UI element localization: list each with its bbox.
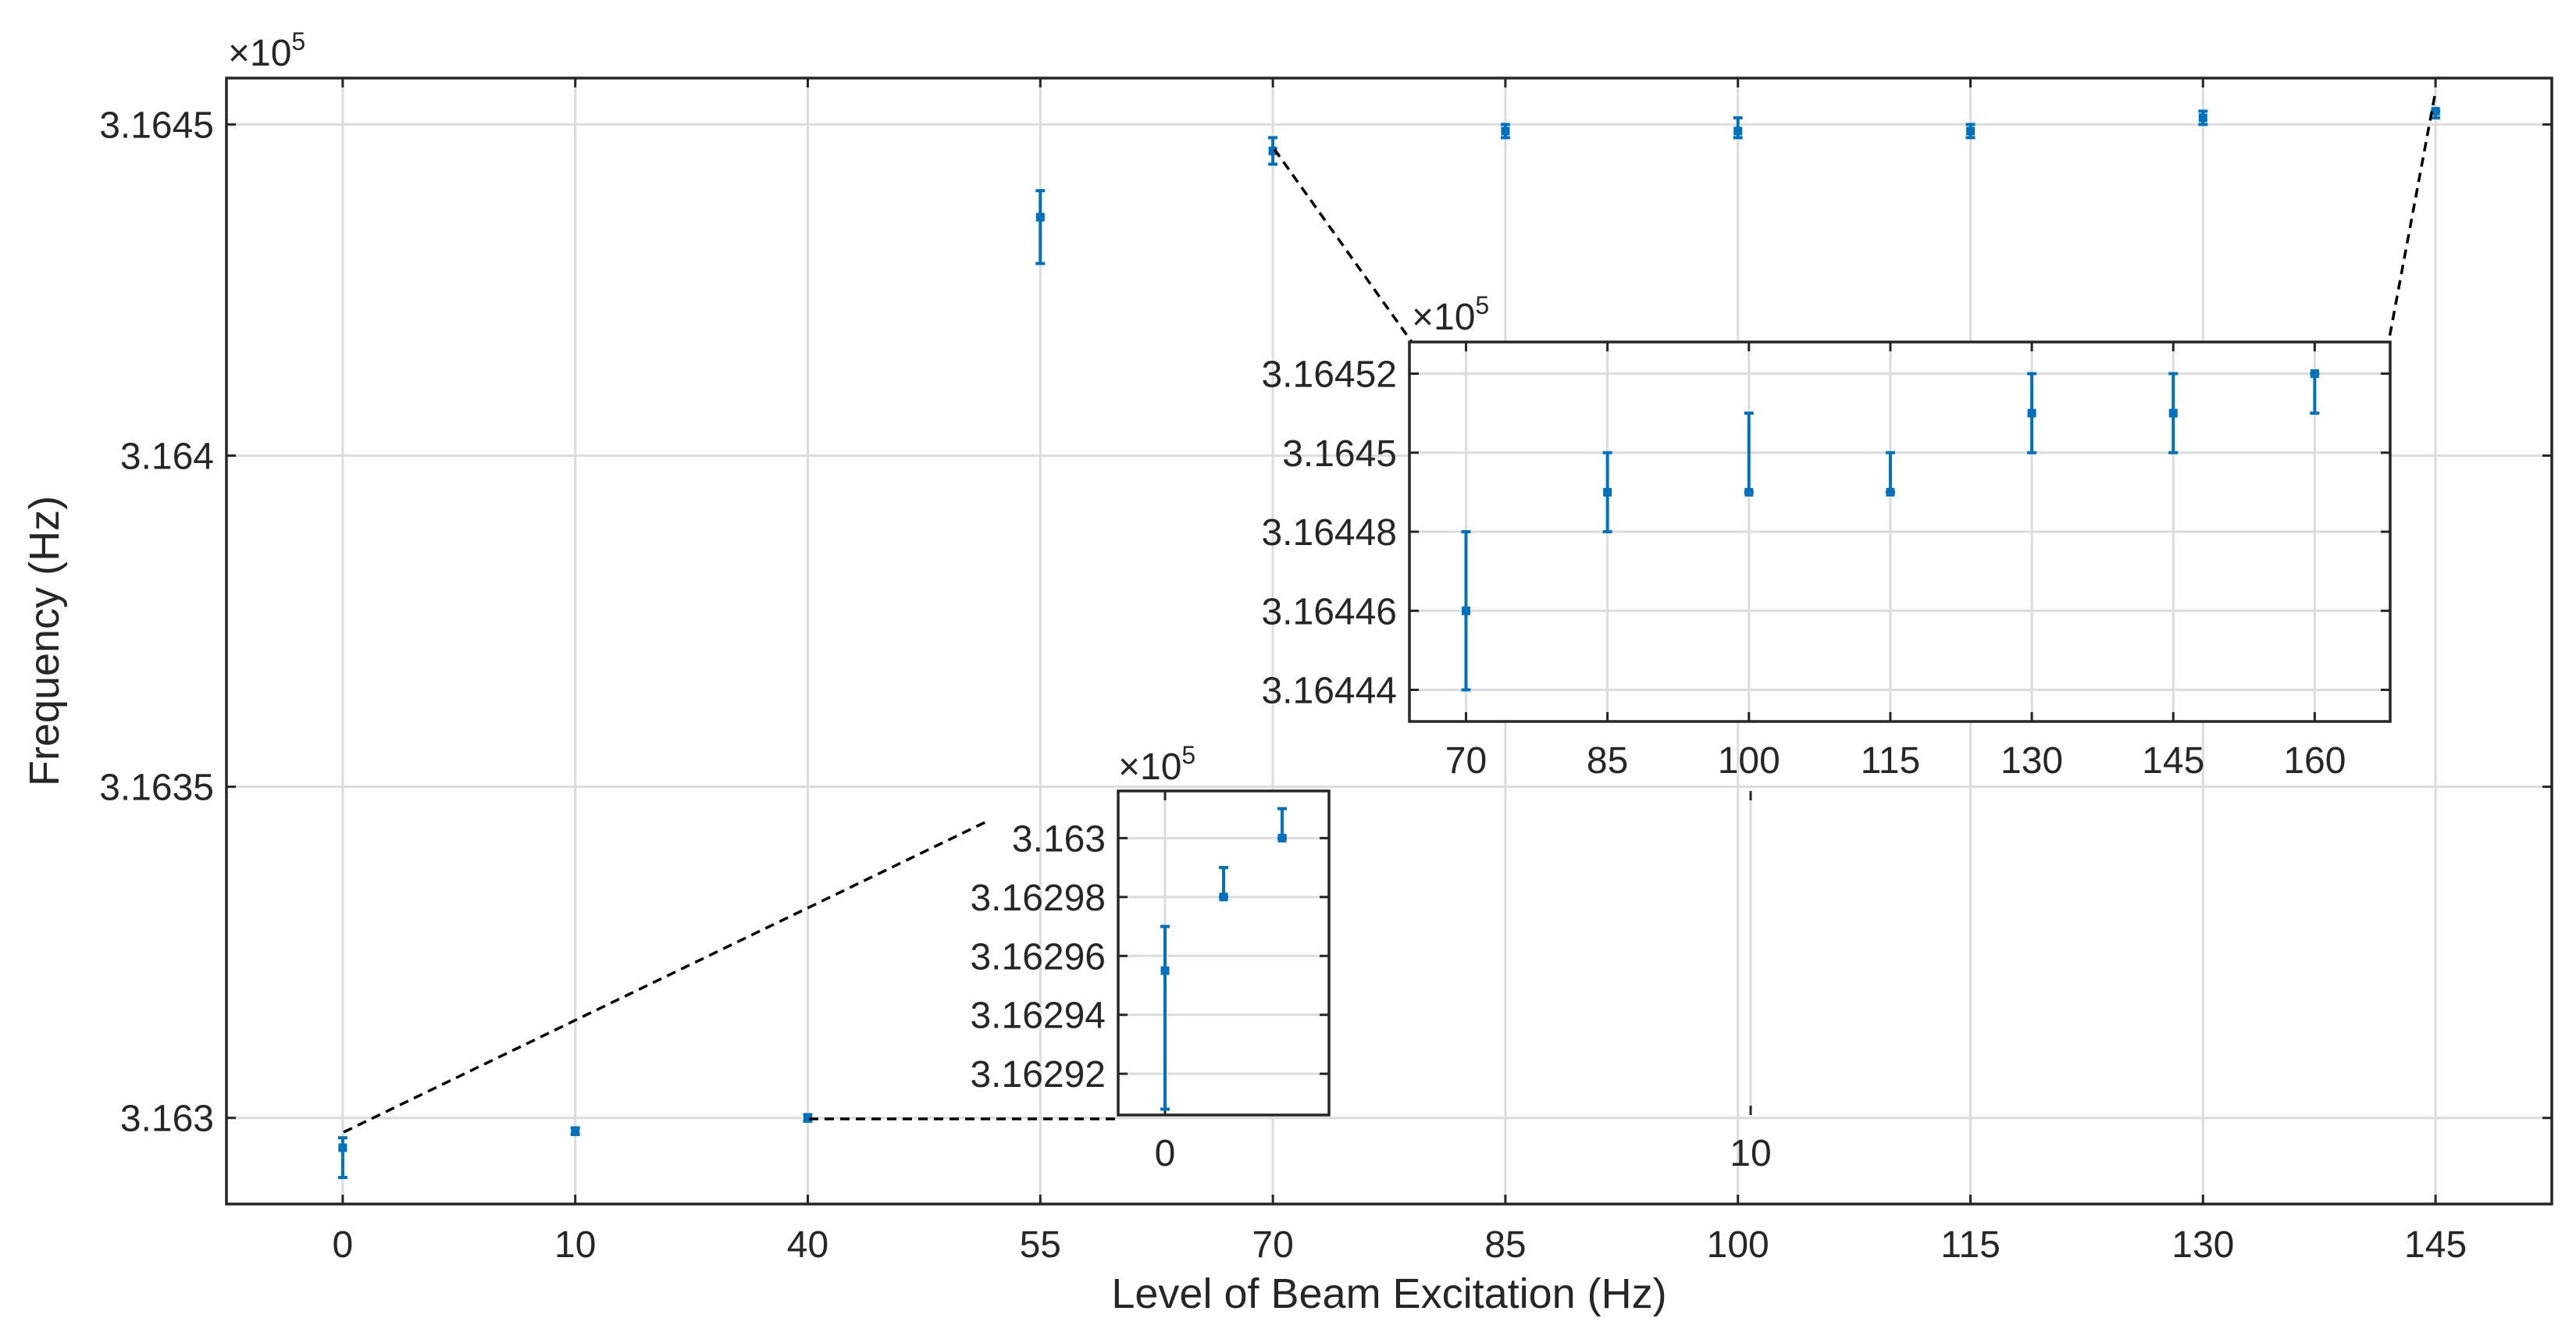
main-x-tick-label: 0 [333, 1224, 354, 1266]
main-y-exponent: ×105 [228, 27, 305, 74]
inset-low-data-point [1277, 807, 1287, 842]
main-y-ticks: 3.163 3.1635 3.164 3.1645 [99, 105, 2552, 1140]
inset-high-marker [2027, 408, 2036, 418]
inset-low-y-exponent: ×105 [1118, 741, 1195, 788]
main-data-point [570, 1126, 580, 1136]
inset-low-y-ticks: 3.16292 3.16294 3.16296 3.16298 3.163 [970, 818, 1329, 1095]
inset-low-grid [1118, 791, 1752, 1115]
main-data-point [2431, 106, 2441, 119]
inset-high-x-tick-label: 100 [1718, 740, 1780, 782]
main-data-point [2198, 109, 2208, 126]
inset-low-marker [1219, 892, 1228, 902]
main-plot-frame [225, 77, 2553, 1206]
inset-high-data-point [1461, 530, 1471, 692]
inset-low-y-tick-label: 3.16298 [970, 878, 1106, 919]
leader-high-left [1273, 148, 1413, 344]
inset-low-x-tick-label: 10 [1730, 1133, 1771, 1174]
inset-high-data-point [2310, 369, 2320, 415]
inset-high-marker [2310, 369, 2319, 378]
inset-high-data-point [1744, 411, 1754, 497]
inset-low-data-point [1160, 924, 1170, 1111]
main-marker [1501, 126, 1510, 136]
inset-low-y-tick-label: 3.163 [1012, 818, 1106, 860]
inset-high-x-tick-label: 70 [1445, 740, 1487, 782]
main-marker [2431, 106, 2440, 116]
inset-low-y-tick-label: 3.16296 [970, 936, 1106, 978]
inset-high-series [1461, 369, 2320, 692]
inset-high-y-ticks: 3.16444 3.16446 3.16448 3.1645 3.16452 [1261, 354, 2390, 712]
main-marker [1733, 126, 1743, 136]
inset-high-y-tick-label: 3.16448 [1261, 512, 1397, 554]
main-marker [1966, 126, 1975, 136]
inset-high-x-tick-label: 85 [1587, 740, 1628, 782]
inset-low-frame [1117, 789, 1331, 1117]
inset-high-marker [1744, 487, 1754, 497]
main-data-point [1965, 123, 1976, 140]
main-x-tick-label: 40 [787, 1224, 828, 1266]
inset-high-x-tick-label: 145 [2142, 740, 2204, 782]
main-data-point [1035, 189, 1046, 265]
leader-low-left [343, 818, 991, 1134]
main-data-point [1733, 116, 1743, 140]
inset-high-data-point [1602, 451, 1612, 533]
inset-high-y-tick-label: 3.16452 [1261, 354, 1397, 396]
main-marker [1035, 212, 1045, 222]
main-x-tick-label: 130 [2172, 1224, 2234, 1266]
main-data-point [803, 1113, 813, 1123]
main-data-point [337, 1136, 347, 1180]
inset-low-marker [1277, 833, 1287, 842]
inset-high-y-exponent: ×105 [1412, 291, 1489, 338]
inset-low-data-point [1219, 866, 1228, 902]
inset-high-marker [2168, 408, 2178, 418]
inset-high-x-tick-label: 130 [2001, 740, 2063, 782]
main-x-tick-label: 145 [2404, 1224, 2467, 1266]
inset-low-y-tick-label: 3.16294 [970, 996, 1106, 1037]
main-x-tick-label: 55 [1020, 1224, 1061, 1266]
main-x-tick-label: 10 [554, 1224, 596, 1266]
inset-low-y-tick-label: 3.16292 [970, 1054, 1106, 1095]
inset-high-data-point [1885, 451, 1895, 497]
main-y-tick-label: 3.164 [120, 436, 214, 477]
inset-high-y-tick-label: 3.1645 [1282, 433, 1397, 475]
main-x-tick-label: 100 [1707, 1224, 1769, 1266]
main-marker [2198, 113, 2207, 123]
x-axis-label: Level of Beam Excitation (Hz) [1111, 1270, 1666, 1317]
main-marker [338, 1143, 347, 1152]
zoom-leader-lines [343, 95, 2436, 1134]
main-data-point [1268, 136, 1278, 166]
main-y-tick-label: 3.163 [120, 1099, 214, 1140]
inset-low-x-tick-label: 0 [1155, 1133, 1176, 1174]
main-marker [571, 1127, 580, 1136]
main-y-tick-label: 3.1645 [99, 105, 214, 146]
main-x-ticks: 0 10 40 55 70 85 100 115 130 145 [333, 78, 2467, 1266]
inset-high-excitation: 70 85 100 115 130 145 160 3.164443.164463.1644… [1261, 291, 2392, 782]
main-x-tick-label: 85 [1484, 1224, 1526, 1266]
inset-high-marker [1603, 487, 1612, 497]
inset-low-marker [1160, 966, 1170, 975]
inset-high-marker [1886, 487, 1895, 497]
inset-high-marker [1461, 606, 1470, 615]
inset-high-x-tick-label: 160 [2283, 740, 2346, 782]
main-y-tick-label: 3.1635 [99, 768, 214, 809]
inset-high-data-point [2168, 372, 2179, 454]
main-x-tick-label: 70 [1252, 1224, 1293, 1266]
inset-high-data-point [2027, 372, 2037, 454]
inset-low-series [1160, 807, 1287, 1111]
inset-high-y-tick-label: 3.16446 [1261, 591, 1397, 632]
main-series [337, 106, 2441, 1180]
leader-high-right [2387, 95, 2436, 343]
inset-high-x-tick-label: 115 [1861, 740, 1921, 782]
main-data-point [1500, 123, 1510, 140]
main-axes: 0 10 40 55 70 85 100 115 130 145 3.1633.16353.164… [21, 27, 2553, 1317]
y-axis-label: Frequency (Hz) [21, 496, 68, 786]
inset-high-y-tick-label: 3.16444 [1261, 671, 1397, 712]
main-x-tick-label: 115 [1940, 1224, 2001, 1266]
inset-high-x-ticks: 70 85 100 115 130 145 160 [1445, 342, 2346, 782]
inset-low-background [1118, 791, 1329, 1115]
